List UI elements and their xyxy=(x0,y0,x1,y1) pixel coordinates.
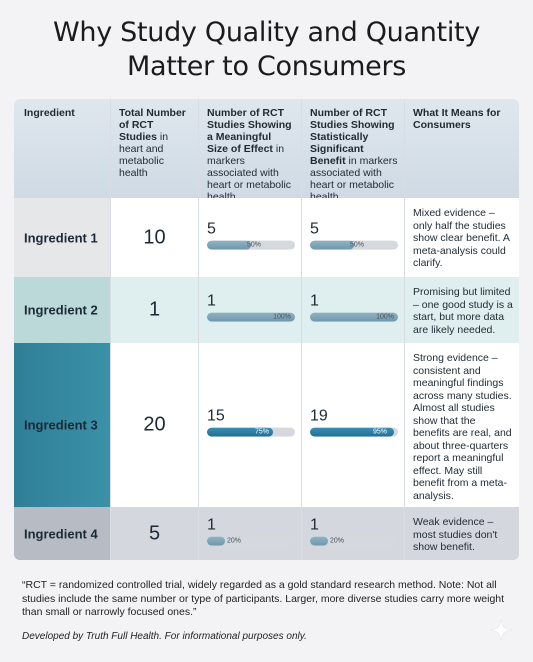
header-total-studies: Total Number of RCT Studies in heart and… xyxy=(110,99,198,198)
progress-percent: 20% xyxy=(227,537,242,545)
progress-fill xyxy=(207,240,251,250)
meaningful-cell: 1 20% xyxy=(198,507,301,560)
meaningful-progress-bar: 100% xyxy=(207,312,295,322)
progress-fill xyxy=(310,312,398,322)
title-line-1: Why Study Quality and Quantity xyxy=(52,17,481,48)
progress-fill xyxy=(207,536,225,546)
progress-fill xyxy=(207,312,295,322)
progress-percent: 100% xyxy=(273,313,291,321)
significant-progress-bar: 95% xyxy=(310,427,398,437)
meaningful-cell: 1 100% xyxy=(198,277,301,343)
credit-line: Developed by Truth Full Health. For info… xyxy=(22,631,307,642)
meaning-text: Weak evidence – most studies don't show … xyxy=(413,516,498,553)
meaningful-progress-bar: 50% xyxy=(207,240,295,250)
header-significant-benefit: Number of RCT Studies Showing Statistica… xyxy=(301,99,404,203)
total-cell: 5 xyxy=(110,507,198,560)
table-row: Ingredient 3 20 15 75% 19 95% Strong evi… xyxy=(14,343,519,507)
progress-percent: 50% xyxy=(247,241,262,249)
meaning-text: Mixed evidence – only half the studies s… xyxy=(413,207,510,269)
header-ingredient: Ingredient xyxy=(24,107,75,119)
progress-fill xyxy=(310,427,394,437)
significant-cell: 5 50% xyxy=(301,198,404,277)
ingredient-cell: Ingredient 3 xyxy=(14,343,110,507)
total-studies: 10 xyxy=(143,226,166,248)
total-studies: 20 xyxy=(143,413,166,436)
significant-count: 19 xyxy=(310,407,328,425)
progress-percent: 95% xyxy=(373,428,388,436)
significant-progress-bar: 100% xyxy=(310,312,398,322)
ingredient-cell: Ingredient 4 xyxy=(14,507,110,560)
meaningful-progress-bar: 20% xyxy=(207,536,295,546)
ingredient-name: Ingredient 4 xyxy=(24,526,98,541)
meaning-cell: Strong evidence – consistent and meaning… xyxy=(404,343,519,507)
significant-progress-bar: 20% xyxy=(310,536,398,546)
significant-cell: 19 95% xyxy=(301,343,404,507)
ingredient-cell: Ingredient 1 xyxy=(14,198,110,277)
progress-percent: 20% xyxy=(330,537,345,545)
progress-fill xyxy=(310,536,328,546)
progress-fill xyxy=(310,240,354,250)
significant-count: 1 xyxy=(310,292,319,310)
total-studies: 1 xyxy=(148,298,161,321)
total-cell: 1 xyxy=(110,277,198,343)
meaningful-count: 15 xyxy=(207,407,225,425)
progress-percent: 50% xyxy=(350,241,365,249)
meaning-cell: Weak evidence – most studies don't show … xyxy=(404,507,519,560)
header-meaningful-effect: Number of RCT Studies Showing a Meaningf… xyxy=(198,99,301,203)
table-row: Ingredient 2 1 1 100% 1 100% Promising b… xyxy=(14,277,519,343)
significant-cell: 1 20% xyxy=(301,507,404,560)
meaning-cell: Mixed evidence – only half the studies s… xyxy=(404,198,519,277)
title-line-2: Matter to Consumers xyxy=(126,51,407,82)
comparison-table: Ingredient Total Number of RCT Studies i… xyxy=(14,99,519,560)
total-studies: 5 xyxy=(148,522,161,544)
table-row: Ingredient 1 10 5 50% 5 50% Mixed eviden… xyxy=(14,198,519,277)
meaning-text: Promising but limited – one good study i… xyxy=(413,286,513,336)
ingredient-name: Ingredient 3 xyxy=(24,417,98,433)
meaningful-count: 1 xyxy=(207,516,216,534)
header-meaning: What It Means for Consumers xyxy=(404,99,519,198)
progress-fill xyxy=(207,427,273,437)
meaningful-count: 5 xyxy=(207,220,216,238)
page-title: Why Study Quality and Quantity Matter to… xyxy=(0,16,533,84)
significant-count: 5 xyxy=(310,220,319,238)
ingredient-name: Ingredient 1 xyxy=(24,230,98,245)
table-row: Ingredient 4 5 1 20% 1 20% Weak evidence… xyxy=(14,507,519,560)
total-cell: 20 xyxy=(110,343,198,507)
footnote: “RCT = randomized controlled trial, wide… xyxy=(22,579,505,618)
meaningful-cell: 15 75% xyxy=(198,343,301,507)
significant-cell: 1 100% xyxy=(301,277,404,343)
progress-percent: 100% xyxy=(376,313,394,321)
meaning-text: Strong evidence – consistent and meaning… xyxy=(413,352,512,502)
significant-count: 1 xyxy=(310,516,319,534)
meaningful-progress-bar: 75% xyxy=(207,427,295,437)
total-cell: 10 xyxy=(110,198,198,277)
table-header-row: Ingredient Total Number of RCT Studies i… xyxy=(14,99,519,203)
meaningful-cell: 5 50% xyxy=(198,198,301,277)
meaningful-count: 1 xyxy=(207,292,216,310)
ingredient-cell: Ingredient 2 xyxy=(14,277,110,343)
progress-percent: 75% xyxy=(255,428,270,436)
sparkle-icon xyxy=(489,618,513,642)
significant-progress-bar: 50% xyxy=(310,240,398,250)
meaning-cell: Promising but limited – one good study i… xyxy=(404,277,519,343)
ingredient-name: Ingredient 2 xyxy=(24,302,98,318)
